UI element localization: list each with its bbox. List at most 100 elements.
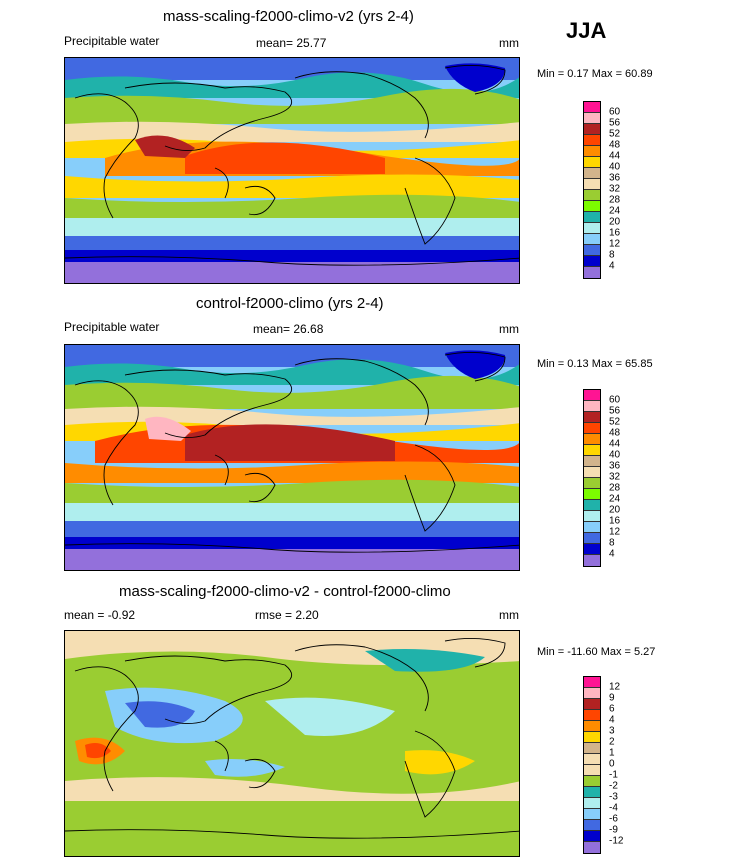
colorbar-swatch xyxy=(584,124,600,135)
colorbar-swatch xyxy=(584,102,600,113)
colorbar-tick-label: 44 xyxy=(609,438,621,450)
colorbar-swatch xyxy=(584,500,600,511)
panel-3-colorbar xyxy=(583,676,601,854)
colorbar-tick-label: 9 xyxy=(609,692,615,704)
colorbar-swatch xyxy=(584,511,600,522)
panel-3-rmse-label: rmse = 2.20 xyxy=(255,608,319,622)
colorbar-swatch xyxy=(584,533,600,544)
colorbar-tick-label: 4 xyxy=(609,714,615,726)
colorbar-tick-label: 32 xyxy=(609,183,621,195)
colorbar-tick-label: 28 xyxy=(609,194,621,206)
colorbar-tick-label: 40 xyxy=(609,161,621,173)
colorbar-tick-label: -2 xyxy=(609,780,618,792)
colorbar-tick-label: 60 xyxy=(609,394,621,406)
panel-2-colorbar xyxy=(583,389,601,567)
colorbar-tick-label: 4 xyxy=(609,548,615,560)
colorbar-tick-label: -9 xyxy=(609,824,618,836)
colorbar-tick-label: 48 xyxy=(609,427,621,439)
colorbar-swatch xyxy=(584,732,600,743)
colorbar-tick-label: 24 xyxy=(609,493,621,505)
colorbar-tick-label: 16 xyxy=(609,515,621,527)
panel-3-title: mass-scaling-f2000-climo-v2 - control-f2… xyxy=(119,583,451,600)
colorbar-swatch xyxy=(584,267,600,278)
colorbar-swatch xyxy=(584,677,600,688)
colorbar-tick-label: -4 xyxy=(609,802,618,814)
colorbar-tick-label: 48 xyxy=(609,139,621,151)
colorbar-swatch xyxy=(584,168,600,179)
panel-3-minmax-label: Min = -11.60 Max = 5.27 xyxy=(537,646,656,658)
colorbar-swatch xyxy=(584,401,600,412)
panel-1-colorbar xyxy=(583,101,601,279)
colorbar-swatch xyxy=(584,787,600,798)
colorbar-swatch xyxy=(584,478,600,489)
colorbar-swatch xyxy=(584,113,600,124)
colorbar-swatch xyxy=(584,423,600,434)
panel-2-title: control-f2000-climo (yrs 2-4) xyxy=(196,295,384,312)
colorbar-swatch xyxy=(584,434,600,445)
colorbar-swatch xyxy=(584,809,600,820)
colorbar-swatch xyxy=(584,710,600,721)
season-label: JJA xyxy=(566,18,607,43)
colorbar-swatch xyxy=(584,201,600,212)
colorbar-tick-label: 12 xyxy=(609,238,621,250)
colorbar-tick-label: 2 xyxy=(609,736,615,748)
colorbar-tick-label: 44 xyxy=(609,150,621,162)
panel-2-units-label: mm xyxy=(499,322,519,336)
colorbar-tick-label: 12 xyxy=(609,681,621,693)
panel-3-mean-label: mean = -0.92 xyxy=(64,608,136,622)
colorbar-tick-label: 8 xyxy=(609,249,615,261)
panel-2-mean-label: mean= 26.68 xyxy=(253,322,324,336)
colorbar-swatch xyxy=(584,412,600,423)
colorbar-tick-label: 60 xyxy=(609,106,621,118)
colorbar-swatch xyxy=(584,765,600,776)
colorbar-tick-label: 36 xyxy=(609,172,621,184)
panel-1-mean-label: mean= 25.77 xyxy=(256,36,327,50)
colorbar-swatch xyxy=(584,820,600,831)
colorbar-tick-label: 32 xyxy=(609,471,621,483)
colorbar-swatch xyxy=(584,798,600,809)
colorbar-tick-label: 0 xyxy=(609,758,615,770)
colorbar-swatch xyxy=(584,223,600,234)
colorbar-tick-label: 12 xyxy=(609,526,621,538)
panel-3-map xyxy=(64,630,520,857)
colorbar-tick-label: 28 xyxy=(609,482,621,494)
colorbar-tick-label: 20 xyxy=(609,216,621,228)
colorbar-tick-label: 8 xyxy=(609,537,615,549)
colorbar-swatch xyxy=(584,212,600,223)
colorbar-swatch xyxy=(584,456,600,467)
colorbar-swatch xyxy=(584,831,600,842)
colorbar-tick-label: 52 xyxy=(609,416,621,428)
panel-1-minmax-label: Min = 0.17 Max = 60.89 xyxy=(537,68,653,80)
colorbar-tick-label: 24 xyxy=(609,205,621,217)
colorbar-swatch xyxy=(584,721,600,732)
panel-2-map xyxy=(64,344,520,571)
colorbar-tick-label: 1 xyxy=(609,747,615,759)
colorbar-tick-label: 52 xyxy=(609,128,621,140)
colorbar-swatch xyxy=(584,467,600,478)
colorbar-swatch xyxy=(584,245,600,256)
colorbar-swatch xyxy=(584,688,600,699)
colorbar-tick-label: 3 xyxy=(609,725,615,737)
colorbar-swatch xyxy=(584,555,600,566)
colorbar-swatch xyxy=(584,135,600,146)
colorbar-swatch xyxy=(584,489,600,500)
colorbar-swatch xyxy=(584,776,600,787)
colorbar-tick-label: 56 xyxy=(609,405,621,417)
panel-1-variable-label: Precipitable water xyxy=(64,34,160,48)
colorbar-swatch xyxy=(584,445,600,456)
colorbar-tick-label: -1 xyxy=(609,769,618,781)
colorbar-tick-label: 56 xyxy=(609,117,621,129)
colorbar-swatch xyxy=(584,234,600,245)
colorbar-tick-label: 20 xyxy=(609,504,621,516)
colorbar-swatch xyxy=(584,179,600,190)
colorbar-swatch xyxy=(584,522,600,533)
colorbar-tick-label: 36 xyxy=(609,460,621,472)
colorbar-swatch xyxy=(584,256,600,267)
colorbar-swatch xyxy=(584,842,600,853)
panel-1-map xyxy=(64,57,520,284)
panel-1-units-label: mm xyxy=(499,36,519,50)
colorbar-tick-label: 40 xyxy=(609,449,621,461)
panel-2-minmax-label: Min = 0.13 Max = 65.85 xyxy=(537,358,653,370)
colorbar-swatch xyxy=(584,544,600,555)
colorbar-tick-label: -12 xyxy=(609,835,624,847)
